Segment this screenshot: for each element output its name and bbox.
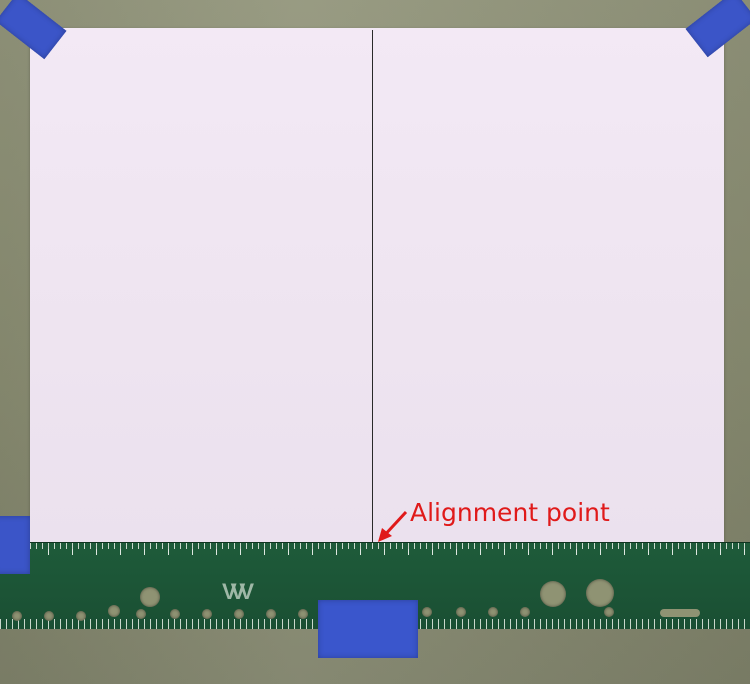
ruler-ticks-top [0,543,750,557]
tape-middle-left [0,516,30,574]
ruler-hole [298,609,308,619]
ruler-hole [170,609,180,619]
ruler-hole [12,611,22,621]
ruler-hole [76,611,86,621]
ruler-hole [488,607,498,617]
ruler-hole [604,607,614,617]
tape-bottom [318,600,418,658]
ruler-hole [234,609,244,619]
arrow-icon [378,510,408,542]
paper-sheet [30,28,724,542]
ruler-hole [422,607,432,617]
center-line [372,30,373,542]
ruler-hole [266,609,276,619]
ruler-hole [456,607,466,617]
ruler-slot [660,609,700,617]
ruler-hole [44,611,54,621]
ruler-hole [136,609,146,619]
ruler-hole [140,587,160,607]
ruler: VVV [0,542,750,629]
ruler-hole [540,581,566,607]
ruler-hole [520,607,530,617]
ruler-logo: VVV [222,579,254,604]
alignment-point-label: Alignment point [410,498,610,527]
ruler-hole [202,609,212,619]
ruler-hole [586,579,614,607]
ruler-hole [108,605,120,617]
